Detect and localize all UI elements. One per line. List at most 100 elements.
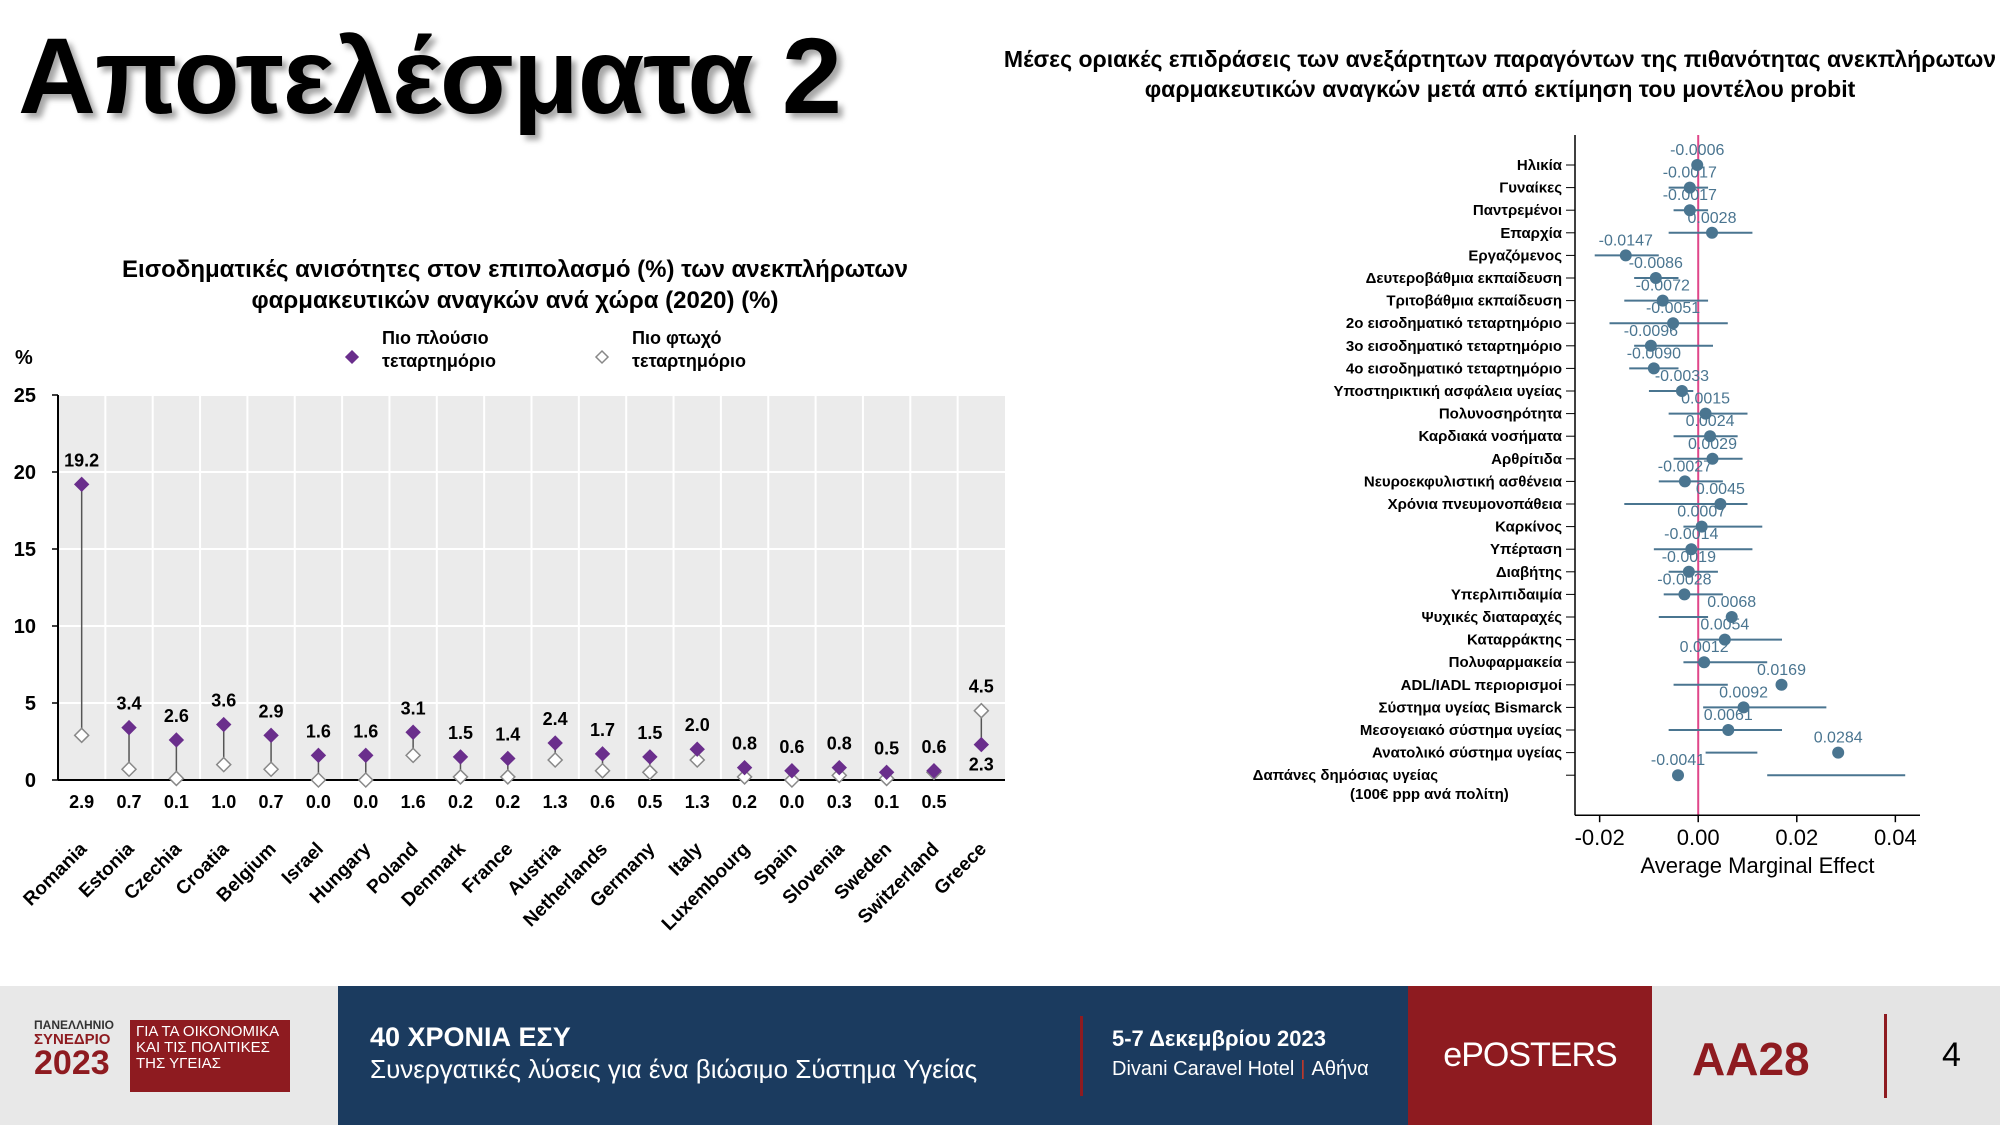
value-label: 0.0054 <box>1700 617 1749 634</box>
x-tick-label: Greece <box>930 839 990 899</box>
data-label-rich: 1.6 <box>353 721 378 741</box>
legend-label: τεταρτημόριο <box>632 351 746 371</box>
category-label: Πολυφαρμακεία <box>1449 654 1563 671</box>
data-label-poor: 0.0 <box>353 792 378 812</box>
category-label: Ηλικία <box>1517 157 1563 174</box>
point-rich-germany <box>642 749 658 765</box>
category-label: Γυναίκες <box>1499 180 1562 197</box>
point-rich-czechia <box>168 732 185 748</box>
y-axis-label: % <box>15 347 33 369</box>
point-rich-poland <box>405 724 421 740</box>
page-number: 4 <box>1942 1036 1961 1074</box>
poster-code: AA28 <box>1692 1033 1810 1085</box>
category-label: Χρόνια πνευμονοπάθεια <box>1388 496 1563 513</box>
category-label: ADL/IADL περιορισμοί <box>1401 677 1562 694</box>
legend-label: τεταρτημόριο <box>382 351 496 371</box>
point-poor-denmark <box>452 768 469 785</box>
eposters-label: ePOSTERS <box>1443 1036 1617 1074</box>
point-rich-spain <box>784 763 800 779</box>
value-label: -0.0014 <box>1664 526 1718 543</box>
value-label: 0.0007 <box>1677 504 1726 521</box>
value-label: -0.0041 <box>1651 752 1705 769</box>
value-label: 0.0092 <box>1719 684 1768 701</box>
point-poor-belgium <box>263 761 280 778</box>
category-label: Καταρράκτης <box>1467 632 1562 649</box>
category-label: Διαβήτης <box>1496 564 1562 581</box>
point-rich-sweden <box>878 764 895 781</box>
forest-plot-chart: Ηλικία -0.0006 Γυναίκες -0.0017 Παντρεμένοι -… <box>1253 135 1920 878</box>
point-rich-slovenia <box>831 759 847 776</box>
point-poor-hungary <box>357 771 374 789</box>
point-poor-spain <box>783 771 800 789</box>
dot-plot-chart: Πιο πλούσιο τεταρτημόριο Πιο φτωχό τεταρτημ… <box>14 328 1005 935</box>
category-label: Δευτεροβάθμια εκπαίδευση <box>1366 270 1562 287</box>
point-poor-romania <box>73 727 90 744</box>
value-label: -0.0086 <box>1629 255 1683 272</box>
data-label-rich: 0.8 <box>827 734 852 754</box>
data-label-poor: 0.7 <box>259 792 284 812</box>
forest-plot-title: Μέσες οριακές επιδράσεις των ανεξάρτητων… <box>1003 46 1997 102</box>
value-label: -0.0027 <box>1658 458 1712 475</box>
category-label: (100€ ppp ανά πολίτη) <box>1350 786 1509 803</box>
event-date: 5-7 Δεκεμβρίου 2023 <box>1112 1026 1326 1051</box>
y-tick-label: 10 <box>14 616 36 638</box>
data-label-poor: 1.3 <box>685 792 710 812</box>
x-tick-label: 0.02 <box>1775 825 1818 850</box>
data-label-rich: 2.3 <box>969 755 994 775</box>
estimate-point <box>1695 520 1708 533</box>
category-label: Καρδιακά νοσήματα <box>1418 428 1562 445</box>
value-label: 0.0015 <box>1681 391 1730 408</box>
y-tick-label: 15 <box>14 539 36 561</box>
estimate-point <box>1644 339 1657 352</box>
y-tick-label: 25 <box>14 385 36 407</box>
category-label: Ψυχικές διαταραχές <box>1422 609 1563 626</box>
value-label: -0.0096 <box>1624 323 1678 340</box>
value-label: -0.0147 <box>1599 232 1653 249</box>
data-label-poor: 0.0 <box>779 792 804 812</box>
point-poor-germany <box>641 764 658 781</box>
value-label: -0.0006 <box>1670 142 1724 159</box>
value-label: -0.0051 <box>1646 300 1700 317</box>
data-label-poor: 0.5 <box>637 792 662 812</box>
data-label-poor: 0.6 <box>590 792 615 812</box>
value-label: 0.0024 <box>1686 413 1735 430</box>
value-label: -0.0090 <box>1627 345 1681 362</box>
value-label: -0.0033 <box>1655 368 1709 385</box>
data-label-poor: 0.2 <box>448 792 473 812</box>
estimate-point <box>1667 317 1680 330</box>
value-label: -0.0028 <box>1657 571 1711 588</box>
category-label: Υπερλιπιδαιμία <box>1451 586 1563 603</box>
x-tick-label: 0.04 <box>1874 825 1917 850</box>
y-tick-label: 0 <box>25 770 36 792</box>
point-rich-luxembourg <box>736 759 753 776</box>
data-label-rich: 1.7 <box>590 720 615 740</box>
conference-logo: ΠΑΝΕΛΛΗΝΙΟ ΣΥΝΕΔΡΙΟ 2023 ΓΙΑ ΤΑ ΟΙΚΟΝΟΜΙ… <box>0 986 338 1125</box>
data-label-rich: 0.6 <box>921 737 946 757</box>
estimate-point <box>1619 249 1632 262</box>
point-poor-luxembourg <box>736 768 753 785</box>
point-poor-czechia <box>168 770 185 787</box>
estimate-point <box>1699 407 1712 420</box>
data-label-rich: 1.4 <box>495 724 520 744</box>
category-label: Καρκίνος <box>1495 519 1562 536</box>
point-poor-croatia <box>215 756 232 773</box>
point-poor-greece <box>973 702 990 719</box>
data-label-poor: 0.1 <box>164 792 189 812</box>
data-label-poor: 0.2 <box>495 792 520 812</box>
value-label: 0.0045 <box>1696 481 1745 498</box>
data-label-poor: 1.6 <box>401 792 426 812</box>
value-label: 0.0012 <box>1680 639 1729 656</box>
value-label: -0.0017 <box>1663 165 1717 182</box>
data-label-poor: 0.7 <box>117 792 142 812</box>
point-poor-israel <box>310 771 327 789</box>
data-label-rich: 1.6 <box>306 721 331 741</box>
legend-marker-rich <box>344 349 360 365</box>
point-poor-italy <box>689 751 706 769</box>
point-rich-italy <box>689 741 705 757</box>
point-rich-romania <box>73 476 90 493</box>
value-label: -0.0019 <box>1662 549 1716 566</box>
point-poor-estonia <box>120 761 138 778</box>
point-poor-austria <box>547 751 564 769</box>
estimate-point <box>1714 498 1727 510</box>
category-label: Δαπάνες δημόσιας υγείας <box>1253 767 1439 784</box>
